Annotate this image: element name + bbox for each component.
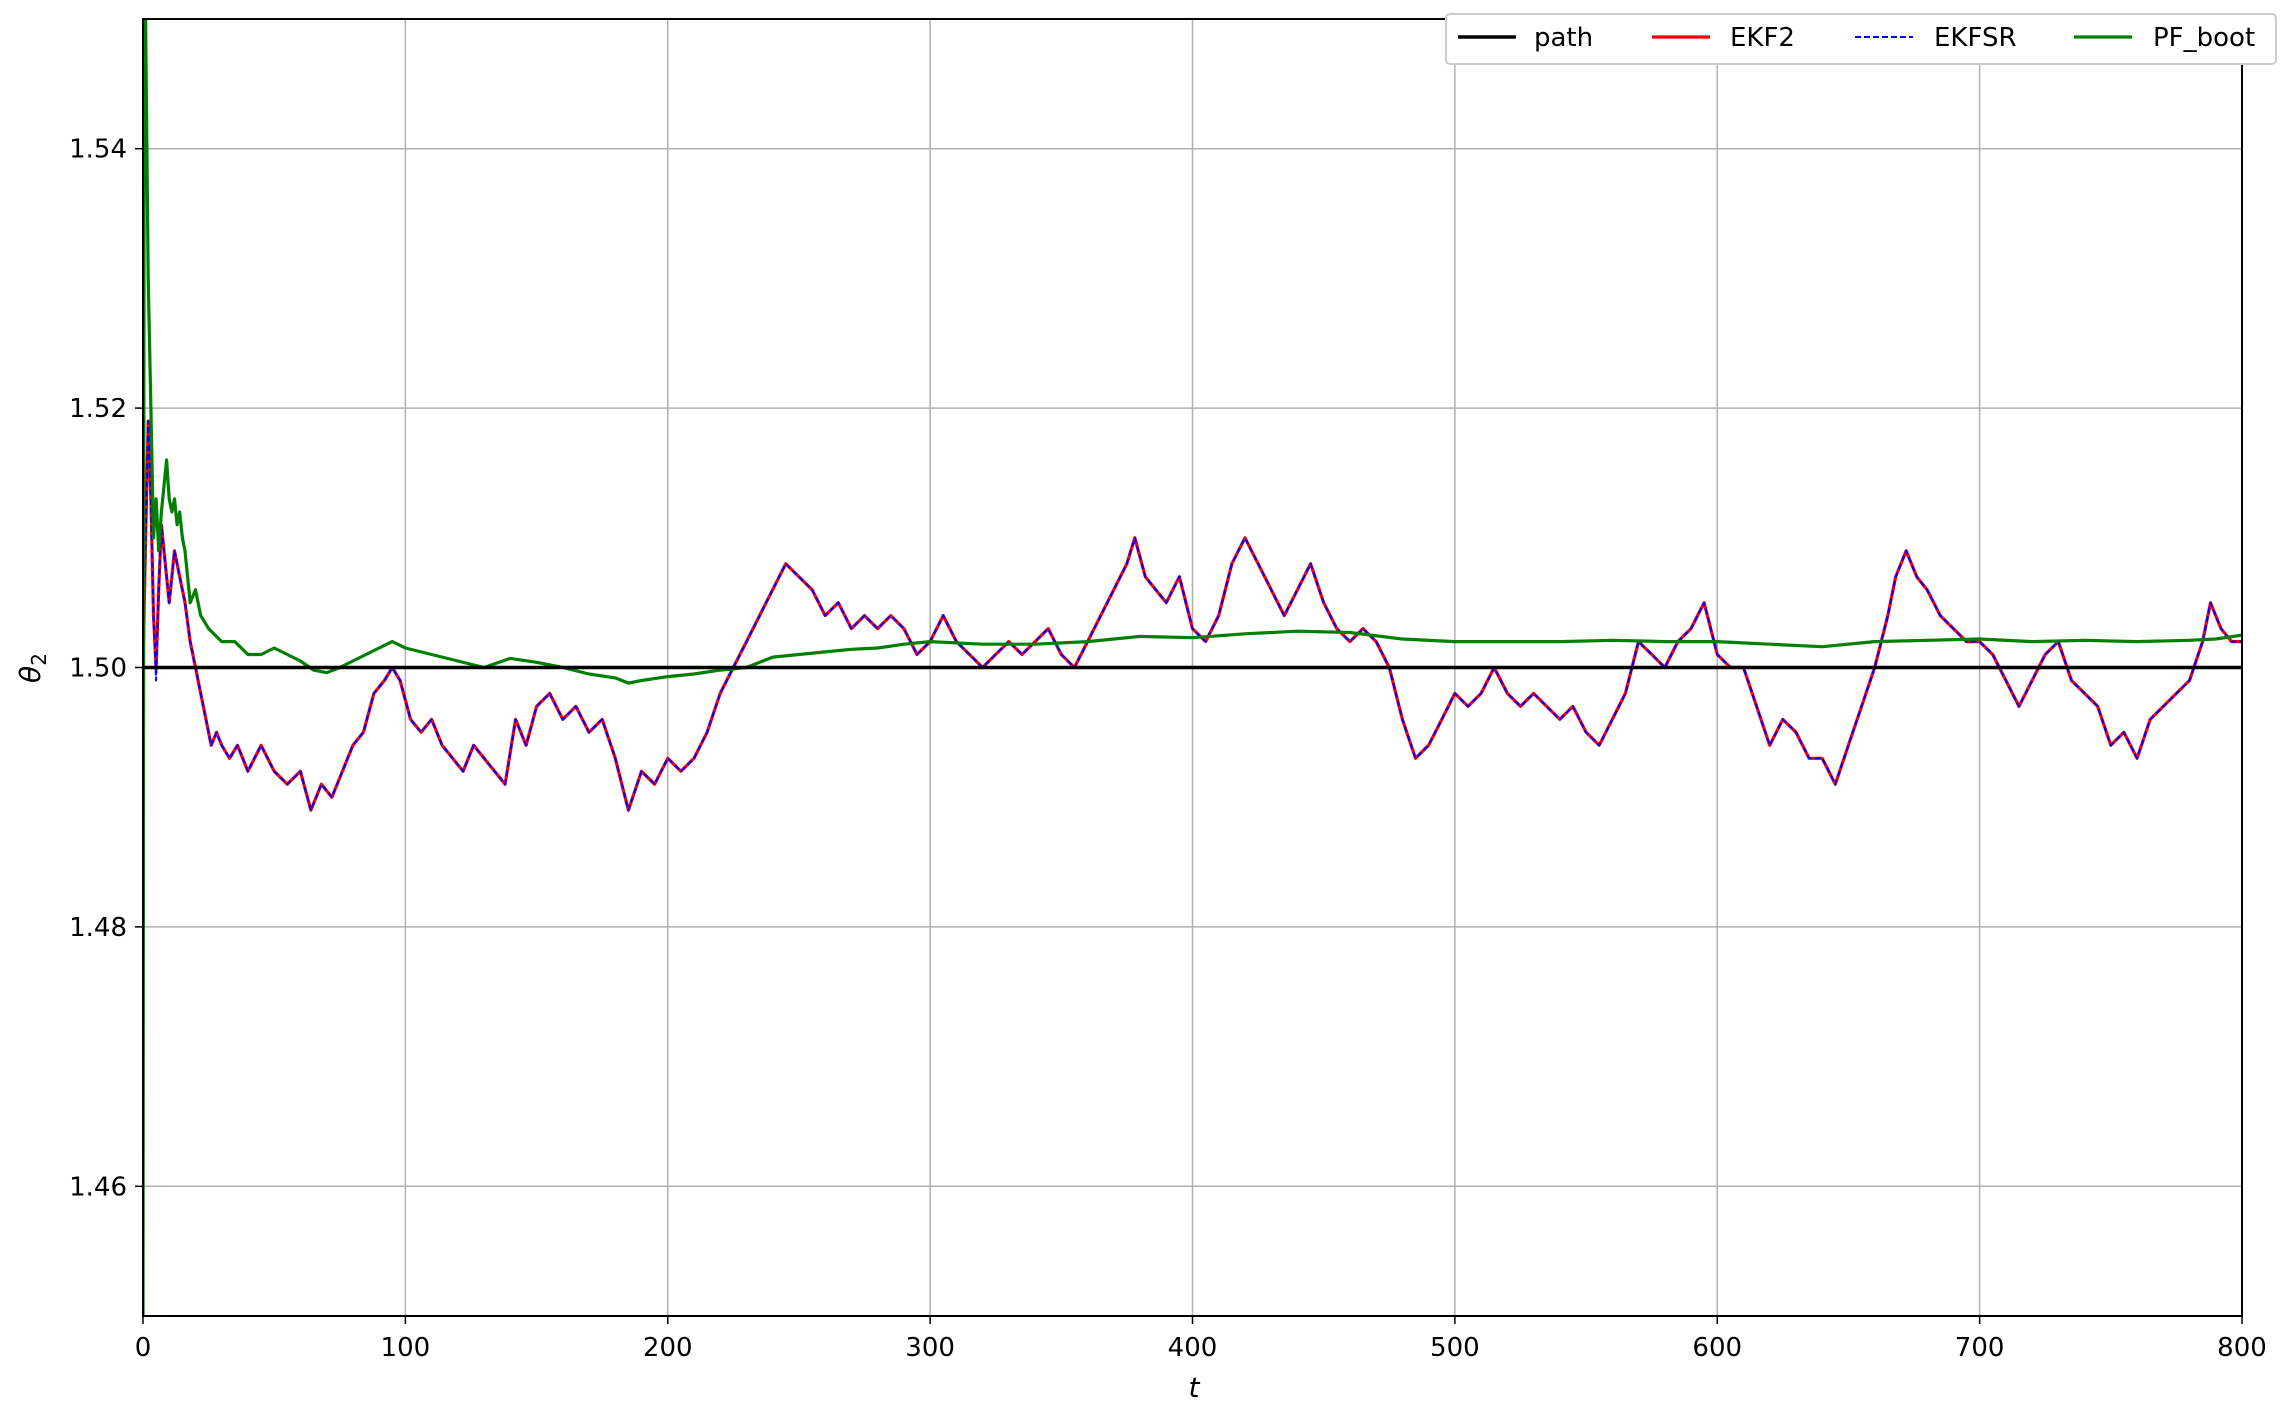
x-tick-label: 0 [135, 1333, 152, 1363]
series-line-ekfsr [143, 420, 2242, 812]
x-tick-label: 600 [1692, 1333, 1742, 1363]
y-axis-label: θ2 [14, 653, 51, 683]
series-lines [143, 19, 2242, 1316]
legend-label-path: path [1534, 23, 1593, 53]
y-axis-label-subscript: 2 [27, 653, 51, 666]
y-tick-label: 1.46 [69, 1172, 127, 1202]
series-line-pf-boot [143, 19, 2242, 1316]
x-tick-label: 200 [643, 1333, 693, 1363]
y-tick-label: 1.48 [69, 913, 127, 943]
legend-label-ekfsr: EKFSR [1934, 23, 2017, 53]
x-tick-label: 800 [2217, 1333, 2267, 1363]
y-ticks: 1.46 1.48 1.50 1.52 1.54 [69, 135, 143, 1202]
x-tick-label: 300 [905, 1333, 955, 1363]
y-tick-label: 1.52 [69, 394, 127, 424]
x-tick-label: 400 [1168, 1333, 1218, 1363]
legend-label-pf-boot: PF_boot [2153, 23, 2255, 53]
y-tick-label: 1.54 [69, 135, 127, 165]
x-axis-label: t [1189, 1371, 1201, 1404]
x-ticks: 0 100 200 300 400 500 600 700 800 [135, 1316, 2267, 1363]
legend: path EKF2 EKFSR PF_boot [1445, 13, 2277, 65]
x-tick-label: 700 [1955, 1333, 2005, 1363]
x-tick-label: 500 [1430, 1333, 1480, 1363]
x-tick-label: 100 [381, 1333, 431, 1363]
y-tick-label: 1.50 [69, 654, 127, 684]
svg-text:θ2: θ2 [14, 653, 51, 683]
y-axis-label-main: θ [14, 666, 47, 683]
legend-label-ekf2: EKF2 [1730, 23, 1795, 53]
legend-box [1445, 13, 2277, 65]
